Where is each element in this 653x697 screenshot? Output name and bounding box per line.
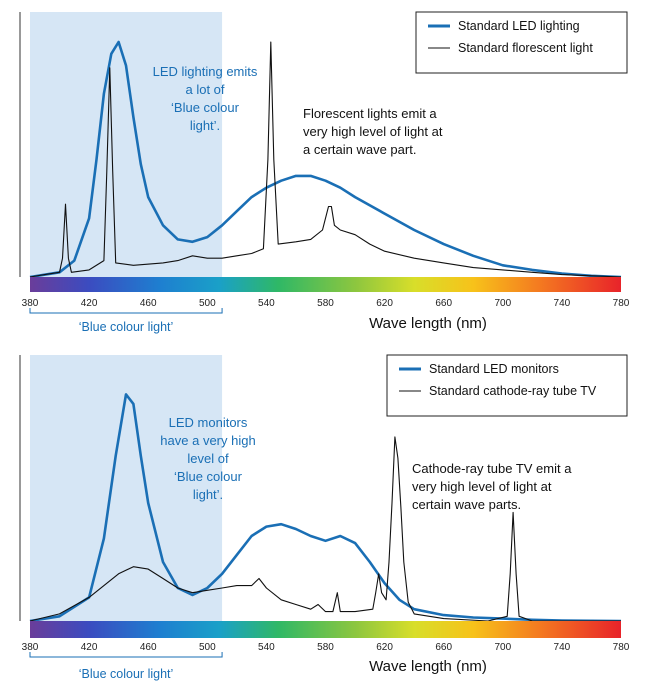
x-tick-label: 740 bbox=[554, 298, 571, 309]
x-tick-label: 420 bbox=[81, 642, 98, 653]
annotation-led: LED monitors bbox=[169, 415, 248, 430]
x-tick-label: 780 bbox=[613, 642, 630, 653]
annotation-reference: very high level of light at bbox=[412, 479, 552, 494]
blue-light-bracket bbox=[29, 308, 223, 314]
legend: Standard LED monitors Standard cathode-ra… bbox=[386, 354, 628, 417]
annotation-reference: very high level of light at bbox=[303, 124, 443, 139]
legend-box bbox=[415, 11, 628, 74]
x-axis-label: Wave length (nm) bbox=[369, 315, 487, 332]
x-axis-label: Wave length (nm) bbox=[369, 658, 487, 675]
x-tick-label: 660 bbox=[435, 298, 452, 309]
x-tick-label: 420 bbox=[81, 298, 98, 309]
legend-entry-label: Standard cathode-ray tube TV bbox=[429, 384, 597, 398]
series-line-reference bbox=[29, 436, 621, 622]
series-line-led bbox=[29, 40, 622, 279]
chart-panel-1: 380 420 460 500 540 580 620 660 700 740 780 Wave le… bbox=[19, 11, 630, 334]
annotation-led: light’. bbox=[193, 487, 223, 502]
annotation-reference: Florescent lights emit a bbox=[303, 106, 437, 121]
x-tick-label: 620 bbox=[376, 298, 393, 309]
annotation-reference: a certain wave part. bbox=[303, 142, 416, 157]
blue-light-region bbox=[30, 12, 223, 277]
blue-light-bracket bbox=[29, 652, 223, 658]
legend-entry-label: Standard LED lighting bbox=[458, 19, 580, 33]
series-line-reference bbox=[29, 41, 622, 278]
annotation-led: level of bbox=[187, 451, 229, 466]
x-tick-label: 380 bbox=[22, 298, 39, 309]
legend-entry-label: Standard florescent light bbox=[458, 41, 593, 55]
annotation-led: have a very high bbox=[160, 433, 255, 448]
x-tick-label: 660 bbox=[435, 642, 452, 653]
x-tick-label: 460 bbox=[140, 298, 157, 309]
x-tick-label: 580 bbox=[317, 298, 334, 309]
x-tick-label: 700 bbox=[494, 298, 511, 309]
legend-entry-label: Standard LED monitors bbox=[429, 362, 559, 376]
x-tick-label: 540 bbox=[258, 298, 275, 309]
annotation-led: light’. bbox=[190, 118, 220, 133]
x-tick-label: 540 bbox=[258, 642, 275, 653]
annotation-reference: Cathode-ray tube TV emit a bbox=[412, 461, 572, 476]
annotation-reference: certain wave parts. bbox=[412, 497, 521, 512]
x-tick-label: 700 bbox=[494, 642, 511, 653]
x-tick-label: 620 bbox=[376, 642, 393, 653]
spectrum-bar bbox=[30, 621, 621, 638]
x-tick-label: 580 bbox=[317, 642, 334, 653]
x-tick-label: 380 bbox=[22, 642, 39, 653]
legend-box bbox=[386, 354, 628, 417]
x-tick-label: 740 bbox=[554, 642, 571, 653]
annotation-led: ‘Blue colour bbox=[171, 100, 240, 115]
chart-panel-2: 380 420 460 500 540 580 620 660 700 740 780 Wave le… bbox=[19, 354, 630, 681]
x-tick-label: 500 bbox=[199, 642, 216, 653]
legend: Standard LED lighting Standard florescent… bbox=[415, 11, 628, 74]
annotation-led: LED lighting emits bbox=[153, 64, 258, 79]
blue-light-label: ‘Blue colour light’ bbox=[79, 667, 174, 681]
annotation-led: ‘Blue colour bbox=[174, 469, 243, 484]
blue-light-label: ‘Blue colour light’ bbox=[79, 320, 174, 334]
x-tick-label: 460 bbox=[140, 642, 157, 653]
series-line-led bbox=[29, 393, 622, 623]
spectrum-bar bbox=[30, 277, 621, 292]
x-tick-label: 780 bbox=[613, 298, 630, 309]
x-tick-label: 500 bbox=[199, 298, 216, 309]
annotation-led: a lot of bbox=[185, 82, 224, 97]
